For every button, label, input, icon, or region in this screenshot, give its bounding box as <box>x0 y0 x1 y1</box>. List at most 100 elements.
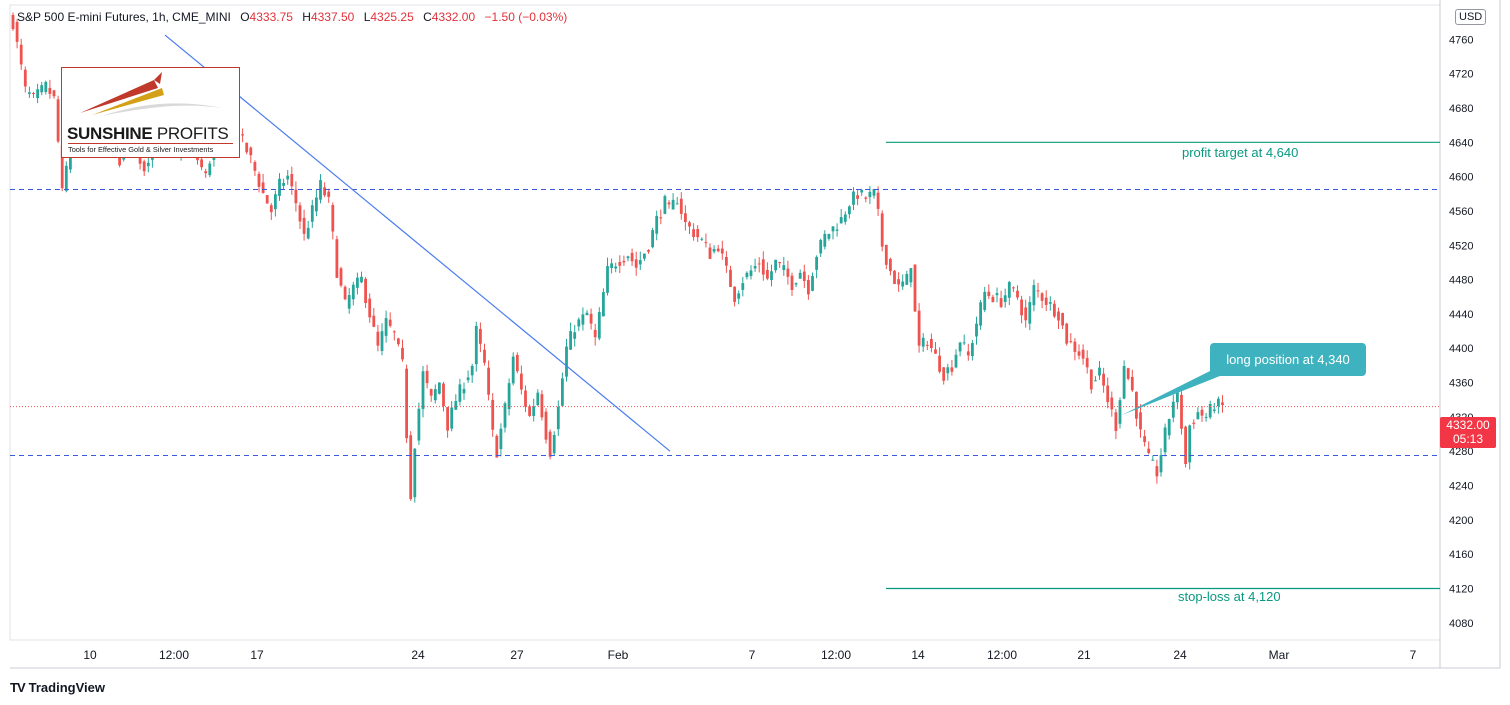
candle-body <box>983 291 987 311</box>
candle-body <box>1007 281 1011 298</box>
candle-body <box>1126 368 1130 379</box>
candle-body <box>384 318 388 336</box>
candle-body <box>310 205 314 222</box>
time-axis-tick: 12:00 <box>821 648 851 662</box>
time-axis-tick: 7 <box>1410 648 1417 662</box>
candle-body <box>581 314 585 325</box>
price-axis-tick: 4720 <box>1449 69 1473 81</box>
candle-body <box>938 355 941 372</box>
high-label: H <box>302 10 311 24</box>
candle-body <box>495 435 499 458</box>
candle-body <box>524 390 527 407</box>
candle-body <box>483 349 486 363</box>
candle-body <box>1098 367 1101 376</box>
candle-body <box>807 279 810 295</box>
candle-body <box>1180 394 1183 429</box>
candle-body <box>720 248 724 254</box>
price-axis-tick: 4520 <box>1449 240 1473 252</box>
candle-body <box>786 268 790 277</box>
price-axis-tick: 4640 <box>1449 137 1473 149</box>
chart-legend: S&P 500 E-mini Futures, 1h, CME_MINI O43… <box>17 10 567 24</box>
candle-body <box>626 256 630 259</box>
candle-body <box>1077 351 1081 356</box>
candle-body <box>392 331 396 333</box>
candle-body <box>1208 403 1212 418</box>
candle-body <box>708 247 712 259</box>
candle-body <box>462 388 466 394</box>
candle-body <box>942 367 946 381</box>
candle-body <box>638 260 642 265</box>
candle-body <box>520 373 523 390</box>
candle-body <box>1048 302 1052 304</box>
candle-body <box>946 367 950 374</box>
candle-body <box>634 259 638 268</box>
candle-body <box>1036 290 1040 292</box>
candle-body <box>831 226 835 232</box>
candle-body <box>667 202 671 205</box>
candle-body <box>901 281 905 287</box>
candle-body <box>663 196 667 214</box>
candle-body <box>1106 385 1110 403</box>
candle-body <box>532 406 536 416</box>
candle-body <box>470 365 474 376</box>
candle-body <box>671 199 675 210</box>
candle-body <box>1065 323 1069 344</box>
candle-body <box>1192 422 1196 424</box>
stop-loss-label: stop-loss at 4,120 <box>1178 589 1281 604</box>
candle-body <box>421 371 425 410</box>
candle-body <box>142 161 146 172</box>
candle-body <box>347 295 351 309</box>
candle-body <box>1221 402 1224 406</box>
price-axis-tick: 4440 <box>1449 309 1473 321</box>
candle-body <box>433 389 437 401</box>
candle-body <box>778 262 782 264</box>
currency-button[interactable]: USD <box>1455 9 1487 25</box>
candle-body <box>577 319 581 327</box>
candle-body <box>552 434 556 454</box>
candle-body <box>675 203 679 205</box>
candle-body <box>753 266 757 269</box>
candle-body <box>962 342 966 344</box>
candle-body <box>515 354 519 372</box>
candle-body <box>454 401 458 410</box>
candle-body <box>610 263 613 269</box>
candle-body <box>966 351 970 356</box>
candle-body <box>376 331 380 346</box>
candle-body <box>868 191 872 198</box>
tradingview-brand[interactable]: TV TradingView <box>10 680 105 695</box>
price-axis-tick: 4120 <box>1449 584 1473 596</box>
candle-body <box>245 142 249 153</box>
candle-body <box>204 171 208 174</box>
candle-body <box>696 229 700 238</box>
candle-body <box>1155 466 1159 477</box>
candle-body <box>790 275 794 290</box>
candle-body <box>450 407 454 429</box>
candle-body <box>757 263 761 265</box>
candle-body <box>556 406 560 430</box>
candle-body <box>409 435 413 500</box>
candle-body <box>622 260 626 263</box>
candle-body <box>950 367 954 372</box>
candle-body <box>401 347 404 360</box>
time-axis-tick: Mar <box>1269 648 1290 662</box>
candle-body <box>1024 307 1028 321</box>
candle-body <box>827 233 831 239</box>
candle-body <box>1118 400 1122 424</box>
candle-body <box>36 89 39 99</box>
candle-body <box>802 271 806 282</box>
candle-body <box>647 250 650 252</box>
candle-body <box>565 346 568 377</box>
candle-body <box>741 283 745 290</box>
candle-body <box>294 189 298 204</box>
candle-body <box>843 214 847 222</box>
candle-body <box>491 399 495 430</box>
tradingview-logo-icon: TV <box>10 680 26 695</box>
time-axis-tick: 12:00 <box>159 648 189 662</box>
candle-body <box>1061 313 1064 326</box>
candle-body <box>48 87 52 94</box>
candle-body <box>257 173 261 187</box>
candle-body <box>274 194 277 210</box>
candle-body <box>630 252 634 262</box>
time-axis-tick: 27 <box>510 648 524 662</box>
candle-body <box>306 227 310 239</box>
